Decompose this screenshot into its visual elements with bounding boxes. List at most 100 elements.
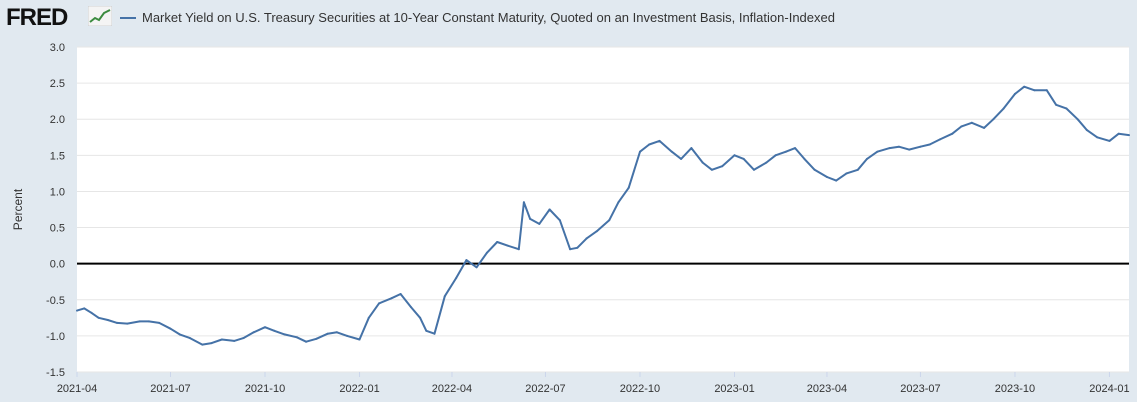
data-point [876, 150, 879, 153]
data-point [803, 157, 806, 160]
fred-logo[interactable]: FRED [6, 4, 68, 31]
y-axis-label: Percent [11, 188, 25, 230]
data-point [506, 244, 509, 247]
data-point [558, 219, 561, 222]
trend-line-icon [88, 6, 112, 26]
data-point [813, 168, 816, 171]
data-point [856, 168, 859, 171]
x-tick-label: 2021-10 [245, 383, 285, 395]
y-tick-label: 2.0 [50, 114, 65, 126]
data-point [419, 316, 422, 319]
data-point [826, 176, 828, 178]
data-point [608, 219, 611, 222]
y-tick-label: 1.5 [50, 150, 65, 162]
data-point [305, 340, 308, 343]
data-point [169, 327, 172, 330]
y-tick-label: 0.0 [50, 259, 65, 271]
data-point [242, 337, 245, 340]
x-tick-label: 2023-07 [900, 383, 940, 395]
data-point [1014, 92, 1016, 95]
data-point [648, 143, 651, 146]
data-point [529, 217, 532, 220]
legend-swatch [120, 16, 136, 19]
data-point [409, 306, 412, 308]
data-point [315, 337, 318, 340]
data-point [1023, 85, 1026, 88]
data-point [76, 309, 78, 312]
data-point [951, 132, 954, 135]
data-point [335, 331, 338, 334]
data-point [189, 337, 191, 340]
data-point [1065, 107, 1068, 110]
data-point [116, 321, 119, 324]
data-point [1128, 134, 1130, 137]
data-point [569, 248, 572, 251]
data-point [784, 150, 787, 153]
data-point [538, 222, 541, 225]
data-point [252, 331, 255, 334]
data-point [517, 248, 520, 251]
data-point [658, 139, 661, 142]
data-point [390, 297, 393, 300]
data-point [866, 157, 868, 160]
data-point [147, 320, 150, 323]
data-point [919, 145, 922, 148]
y-tick-label: 2.5 [50, 78, 65, 90]
data-point [970, 121, 973, 124]
data-point [485, 251, 488, 254]
data-point [1085, 129, 1088, 132]
chart-legend: Market Yield on U.S. Treasury Securities… [120, 10, 835, 25]
data-point [670, 150, 673, 153]
data-point [983, 126, 986, 129]
data-point [617, 201, 620, 204]
data-point [443, 295, 446, 298]
data-point [346, 334, 349, 337]
data-point [210, 342, 213, 345]
data-point [399, 293, 402, 295]
data-point [897, 145, 900, 148]
chart-header: FRED Market Yield on U.S. Treasury Secur… [0, 0, 1137, 38]
data-point [90, 311, 93, 314]
data-point [908, 148, 911, 151]
data-point [138, 320, 141, 323]
y-tick-label: -0.5 [46, 295, 65, 307]
data-point [475, 266, 478, 269]
data-point [701, 161, 704, 164]
data-point [774, 154, 777, 157]
x-tick-label: 2022-07 [525, 383, 565, 395]
data-point [233, 339, 236, 342]
data-point [273, 329, 276, 332]
data-point [1002, 107, 1005, 110]
data-point [548, 208, 551, 211]
x-tick-label: 2024-01 [1089, 383, 1129, 395]
data-point [1076, 118, 1079, 121]
x-tick-label: 2021-07 [150, 383, 190, 395]
x-tick-label: 2022-10 [620, 383, 660, 395]
y-tick-label: 1.0 [50, 186, 65, 198]
data-point [201, 343, 204, 346]
data-point [358, 338, 361, 341]
data-point [158, 321, 161, 324]
data-point [576, 246, 579, 249]
data-point [1055, 103, 1058, 106]
data-point [733, 154, 736, 157]
x-tick-label: 2021-04 [57, 383, 97, 395]
data-point [680, 157, 683, 160]
y-tick-label: -1.5 [46, 367, 65, 379]
data-point [960, 125, 963, 128]
x-tick-label: 2022-04 [432, 383, 472, 395]
data-point [742, 157, 745, 160]
data-point [690, 147, 693, 150]
data-point [845, 172, 848, 175]
plot-area [77, 47, 1129, 372]
data-point [1033, 89, 1036, 92]
data-point [721, 165, 724, 168]
data-point [888, 147, 891, 150]
data-point [794, 147, 797, 150]
legend-series-name: Market Yield on U.S. Treasury Securities… [142, 10, 835, 25]
data-point [455, 277, 458, 280]
data-point [126, 322, 129, 325]
data-point [939, 138, 941, 141]
data-point [425, 329, 428, 332]
y-tick-label: 3.0 [50, 42, 65, 54]
